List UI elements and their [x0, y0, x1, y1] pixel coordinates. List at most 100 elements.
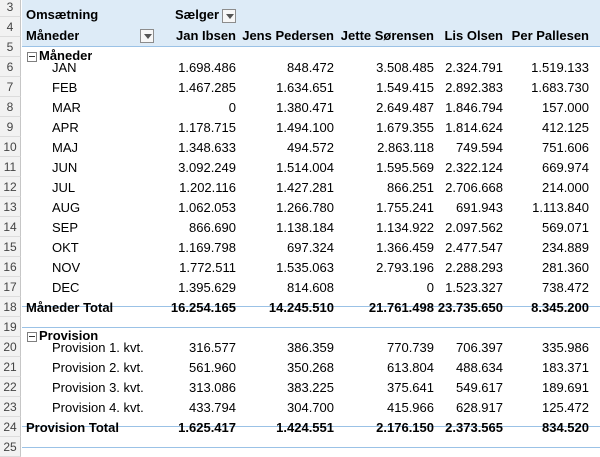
month-row-value: 2.892.383 [445, 80, 503, 95]
month-row-value: 1.549.415 [376, 80, 434, 95]
month-row-label: SEP [52, 220, 79, 235]
group-label-provision: Provision [39, 328, 99, 343]
row-number[interactable]: 6 [0, 57, 21, 77]
month-row-value: 1.134.922 [376, 220, 434, 235]
month-row-value: 738.472 [542, 280, 589, 295]
total-bottom-line [22, 327, 600, 328]
column-header: Per Pallesen [511, 28, 589, 43]
month-row-value: 2.793.196 [376, 260, 434, 275]
column-header: Lis Olsen [444, 28, 503, 43]
row-number[interactable]: 18 [0, 297, 21, 317]
saelger-filter-dropdown-icon[interactable] [222, 9, 236, 23]
provision-total-value: 2.176.150 [376, 420, 434, 435]
provision-row-value: 415.966 [387, 400, 434, 415]
provision-row-value: 613.804 [387, 360, 434, 375]
month-row-value: 569.071 [542, 220, 589, 235]
month-row-value: 1.523.327 [445, 280, 503, 295]
month-row-value: 751.606 [542, 140, 589, 155]
month-row-value: 1.366.459 [376, 240, 434, 255]
month-row-value: 1.634.651 [276, 80, 334, 95]
month-row-value: 3.508.485 [376, 60, 434, 75]
month-row-label: JAN [52, 60, 77, 75]
month-row-value: 494.572 [287, 140, 334, 155]
month-row-value: 1.380.471 [276, 100, 334, 115]
row-number[interactable]: 5 [0, 37, 21, 57]
month-row-value: 1.772.511 [179, 260, 236, 275]
provision-row-value: 628.917 [456, 400, 503, 415]
row-number[interactable]: 22 [0, 377, 21, 397]
maaneder-total-value: 14.245.510 [268, 300, 334, 315]
provision-row-value: 335.986 [542, 340, 589, 355]
row-number[interactable]: 15 [0, 237, 21, 257]
month-row-value: 1.113.840 [532, 200, 589, 215]
month-row-label: NOV [52, 260, 81, 275]
provision-row-value: 304.700 [287, 400, 334, 415]
month-row-value: 2.649.487 [376, 100, 434, 115]
month-row-value: 234.889 [542, 240, 589, 255]
month-row-label: FEB [52, 80, 78, 95]
provision-total-value: 1.625.417 [178, 420, 236, 435]
month-row-value: 2.324.791 [445, 60, 503, 75]
row-number[interactable]: 21 [0, 357, 21, 377]
row-number[interactable]: 10 [0, 137, 21, 157]
month-row-value: 1.698.486 [178, 60, 236, 75]
month-row-value: 2.706.668 [445, 180, 503, 195]
maaneder-total-value: 21.761.498 [368, 300, 434, 315]
row-number[interactable]: 23 [0, 397, 21, 417]
row-number[interactable]: 11 [0, 157, 21, 177]
row-number[interactable]: 14 [0, 217, 21, 237]
month-row-value: 1.348.633 [178, 140, 236, 155]
month-row-label: APR [52, 120, 79, 135]
collapse-provision-icon[interactable] [27, 332, 37, 342]
month-row-value: 2.322.124 [445, 160, 503, 175]
row-number[interactable]: 7 [0, 77, 21, 97]
provision-row-value: 706.397 [456, 340, 503, 355]
month-row-value: 1.062.053 [178, 200, 236, 215]
row-number[interactable]: 25 [0, 437, 21, 457]
row-number[interactable]: 19 [0, 317, 21, 337]
month-row-value: 1.467.285 [178, 80, 236, 95]
month-row-value: 1.169.798 [178, 240, 236, 255]
provision-row-label: Provision 2. kvt. [52, 360, 144, 375]
month-row-value: 691.943 [456, 200, 503, 215]
month-row-value: 1.535.063 [276, 260, 334, 275]
provision-row-value: 383.225 [287, 380, 334, 395]
row-number[interactable]: 17 [0, 277, 21, 297]
row-number[interactable]: 9 [0, 117, 21, 137]
month-row-value: 1.514.004 [276, 160, 334, 175]
provision-row-value: 183.371 [542, 360, 589, 375]
prov-total-bottom-line [22, 447, 600, 448]
provision-total-value: 2.373.565 [445, 420, 503, 435]
row-number[interactable]: 13 [0, 197, 21, 217]
column-header: Jens Pedersen [242, 28, 334, 43]
maaneder-total-label: Måneder Total [26, 300, 114, 315]
maaneder-filter-dropdown-icon[interactable] [140, 29, 154, 43]
month-row-value: 157.000 [542, 100, 589, 115]
row-number[interactable]: 4 [0, 17, 21, 37]
row-number[interactable]: 3 [0, 0, 21, 17]
month-row-value: 2.097.562 [445, 220, 503, 235]
row-number[interactable]: 8 [0, 97, 21, 117]
column-header: Jan Ibsen [176, 28, 236, 43]
month-row-value: 1.683.730 [531, 80, 589, 95]
collapse-maaneder-icon[interactable] [27, 52, 37, 62]
month-row-value: 1.178.715 [178, 120, 236, 135]
row-number[interactable]: 20 [0, 337, 21, 357]
row-number[interactable]: 12 [0, 177, 21, 197]
month-row-value: 1.679.355 [376, 120, 434, 135]
month-row-value: 281.360 [542, 260, 589, 275]
provision-row-value: 549.617 [456, 380, 503, 395]
row-number[interactable]: 16 [0, 257, 21, 277]
provision-row-value: 125.472 [542, 400, 589, 415]
month-row-value: 848.472 [287, 60, 334, 75]
month-row-value: 1.395.629 [178, 280, 236, 295]
column-header: Jette Sørensen [340, 28, 434, 43]
provision-row-label: Provision 3. kvt. [52, 380, 144, 395]
month-row-value: 2.863.118 [377, 140, 434, 155]
month-row-value: 814.608 [287, 280, 334, 295]
provision-total-label: Provision Total [26, 420, 119, 435]
month-row-label: MAR [52, 100, 81, 115]
header-divider [22, 46, 600, 47]
month-row-value: 1.266.780 [276, 200, 334, 215]
row-number[interactable]: 24 [0, 417, 21, 437]
